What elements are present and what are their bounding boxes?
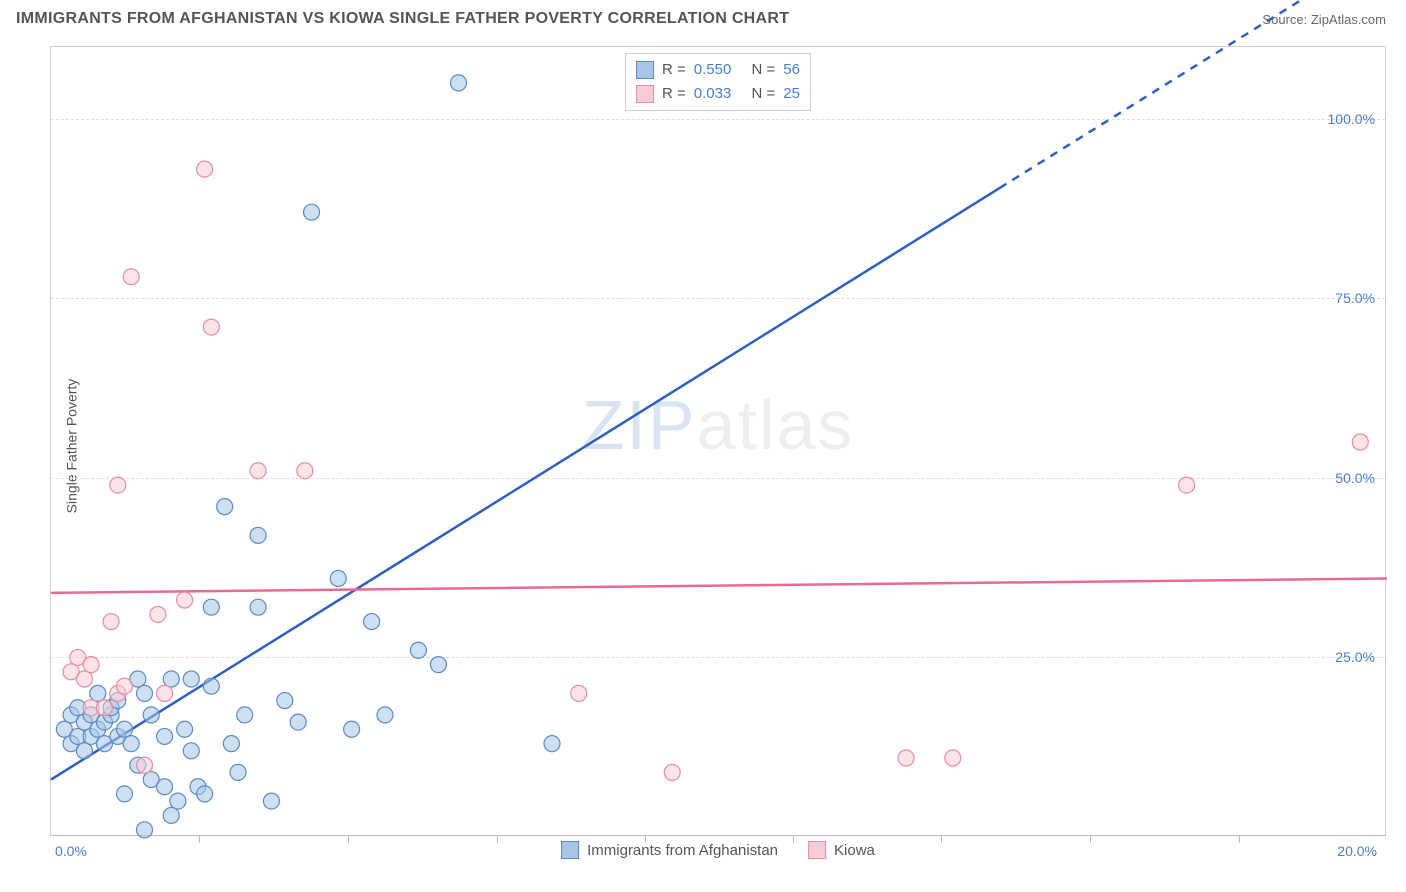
- data-point: [76, 671, 92, 687]
- bottom-legend: Immigrants from Afghanistan Kiowa: [561, 841, 875, 859]
- legend-item-series1: Immigrants from Afghanistan: [561, 841, 778, 859]
- data-point: [250, 463, 266, 479]
- data-point: [297, 463, 313, 479]
- data-point: [203, 319, 219, 335]
- data-point: [250, 599, 266, 615]
- data-point: [83, 657, 99, 673]
- legend-swatch-series2: [808, 841, 826, 859]
- data-point: [1352, 434, 1368, 450]
- data-point: [544, 736, 560, 752]
- data-point: [123, 269, 139, 285]
- correlation-stats-box: R = 0.550 N = 56 R = 0.033 N = 25: [625, 53, 811, 111]
- data-point: [123, 736, 139, 752]
- swatch-series2: [636, 85, 654, 103]
- trend-line: [51, 188, 1000, 779]
- chart-plot-area: ZIPatlas 25.0%50.0%75.0%100.0% R = 0.550…: [50, 46, 1386, 836]
- stats-row-series2: R = 0.033 N = 25: [636, 82, 800, 106]
- data-point: [664, 764, 680, 780]
- data-point: [157, 685, 173, 701]
- data-point: [217, 499, 233, 515]
- x-axis-min-label: 0.0%: [55, 843, 87, 859]
- data-point: [450, 75, 466, 91]
- data-point: [945, 750, 961, 766]
- data-point: [364, 614, 380, 630]
- data-point: [230, 764, 246, 780]
- data-point: [183, 671, 199, 687]
- data-point: [116, 786, 132, 802]
- data-point: [571, 685, 587, 701]
- data-point: [163, 671, 179, 687]
- x-axis-max-label: 20.0%: [1337, 843, 1377, 859]
- data-point: [197, 786, 213, 802]
- trend-line: [51, 578, 1387, 592]
- data-point: [76, 743, 92, 759]
- data-point: [1179, 477, 1195, 493]
- data-point: [203, 678, 219, 694]
- data-point: [223, 736, 239, 752]
- data-point: [150, 606, 166, 622]
- data-point: [377, 707, 393, 723]
- data-point: [898, 750, 914, 766]
- data-point: [103, 614, 119, 630]
- stats-row-series1: R = 0.550 N = 56: [636, 58, 800, 82]
- data-point: [96, 700, 112, 716]
- data-point: [290, 714, 306, 730]
- data-point: [250, 527, 266, 543]
- data-point: [137, 757, 153, 773]
- data-point: [277, 693, 293, 709]
- data-point: [163, 807, 179, 823]
- data-point: [330, 570, 346, 586]
- data-point: [143, 707, 159, 723]
- data-point: [90, 685, 106, 701]
- data-point: [170, 793, 186, 809]
- data-point: [344, 721, 360, 737]
- scatter-plot-svg: [51, 47, 1385, 835]
- swatch-series1: [636, 61, 654, 79]
- data-point: [203, 599, 219, 615]
- chart-title: IMMIGRANTS FROM AFGHANISTAN VS KIOWA SIN…: [16, 10, 789, 28]
- legend-item-series2: Kiowa: [808, 841, 875, 859]
- data-point: [177, 592, 193, 608]
- legend-swatch-series1: [561, 841, 579, 859]
- data-point: [137, 822, 153, 838]
- data-point: [157, 779, 173, 795]
- data-point: [137, 685, 153, 701]
- data-point: [304, 204, 320, 220]
- data-point: [197, 161, 213, 177]
- data-point: [410, 642, 426, 658]
- data-point: [177, 721, 193, 737]
- data-point: [157, 728, 173, 744]
- data-point: [110, 477, 126, 493]
- data-point: [237, 707, 253, 723]
- data-point: [116, 678, 132, 694]
- data-point: [430, 657, 446, 673]
- data-point: [116, 721, 132, 737]
- data-point: [263, 793, 279, 809]
- data-point: [183, 743, 199, 759]
- source-link[interactable]: ZipAtlas.com: [1311, 12, 1386, 27]
